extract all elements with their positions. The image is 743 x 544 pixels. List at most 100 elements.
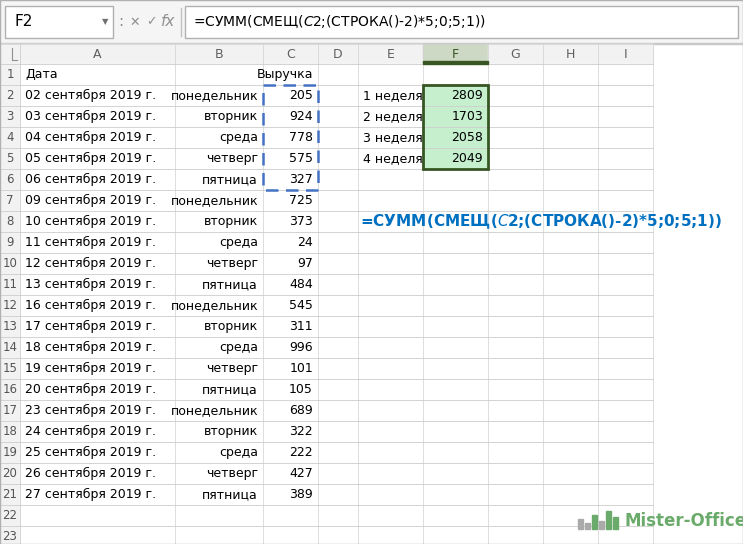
Bar [423,463,488,484]
Bar [543,253,598,274]
Bar [358,85,423,106]
Bar [318,484,358,505]
Bar [358,421,423,442]
Bar [423,148,488,169]
Bar [263,463,318,484]
Bar [543,169,598,190]
Bar [318,211,358,232]
Bar [0,127,20,148]
Bar [488,442,543,463]
Bar [318,85,358,106]
Text: 4 неделя: 4 неделя [363,152,423,165]
Bar [318,253,358,274]
Text: =СУММ(СМЕЩ($C$2;(СТРОКА()-2)*5;0;5;1)): =СУММ(СМЕЩ($C$2;(СТРОКА()-2)*5;0;5;1)) [193,14,486,30]
Bar [263,316,318,337]
Text: ▼: ▼ [102,17,108,27]
Bar [598,400,653,421]
Bar [175,148,263,169]
Text: 427: 427 [289,467,313,480]
Bar [358,379,423,400]
Bar [543,358,598,379]
Bar [423,64,488,85]
Text: 11 сентября 2019 г.: 11 сентября 2019 г. [25,236,156,249]
Bar [598,484,653,505]
Text: пятница: пятница [202,173,258,186]
Bar [358,484,423,505]
Bar [423,337,488,358]
Bar [543,505,598,526]
Bar [0,421,20,442]
Bar [263,295,318,316]
Bar [598,421,653,442]
Text: 9: 9 [6,236,14,249]
Bar [20,358,175,379]
Bar [598,253,653,274]
Bar [318,274,358,295]
Bar [423,44,488,64]
Bar [0,274,20,295]
Bar [20,148,175,169]
Bar [318,127,358,148]
Bar [488,484,543,505]
Text: 16 сентября 2019 г.: 16 сентября 2019 г. [25,299,156,312]
Bar [263,85,318,106]
Bar [0,44,20,64]
Bar [423,85,488,106]
Text: :: : [118,15,123,29]
Bar [423,526,488,544]
Bar [543,400,598,421]
Bar [598,232,653,253]
Bar [0,442,20,463]
Bar [175,421,263,442]
Bar [423,379,488,400]
Bar [358,526,423,544]
Bar [263,274,318,295]
Text: H: H [566,47,575,60]
Text: 12: 12 [2,299,18,312]
Text: 3: 3 [6,110,13,123]
Bar [613,517,618,529]
Bar [543,211,598,232]
Bar [599,521,604,529]
Bar [175,505,263,526]
Bar [606,511,611,529]
Bar [0,358,20,379]
Text: 97: 97 [297,257,313,270]
Bar [0,295,20,316]
Bar [423,211,488,232]
Bar [358,148,423,169]
Bar [488,421,543,442]
Text: 09 сентября 2019 г.: 09 сентября 2019 г. [25,194,156,207]
Bar [488,295,543,316]
Text: 389: 389 [289,488,313,501]
Text: 2058: 2058 [451,131,483,144]
Bar [358,253,423,274]
Bar [423,106,488,127]
Text: 14: 14 [2,341,18,354]
Bar [488,232,543,253]
Bar [175,274,263,295]
Bar [598,337,653,358]
Bar [20,106,175,127]
Bar [318,379,358,400]
Text: вторник: вторник [204,110,258,123]
Bar [423,169,488,190]
Bar [263,253,318,274]
Bar [598,64,653,85]
Text: 6: 6 [6,173,14,186]
Text: среда: среда [219,131,258,144]
Text: 18: 18 [2,425,17,438]
Bar [488,64,543,85]
Bar [263,190,318,211]
Bar [423,190,488,211]
Bar [20,64,175,85]
Text: 17: 17 [2,404,18,417]
Bar [543,64,598,85]
Bar [20,169,175,190]
Bar [20,190,175,211]
Bar [0,463,20,484]
Text: 23: 23 [2,530,17,543]
Bar [543,379,598,400]
Bar [20,442,175,463]
Bar [0,190,20,211]
